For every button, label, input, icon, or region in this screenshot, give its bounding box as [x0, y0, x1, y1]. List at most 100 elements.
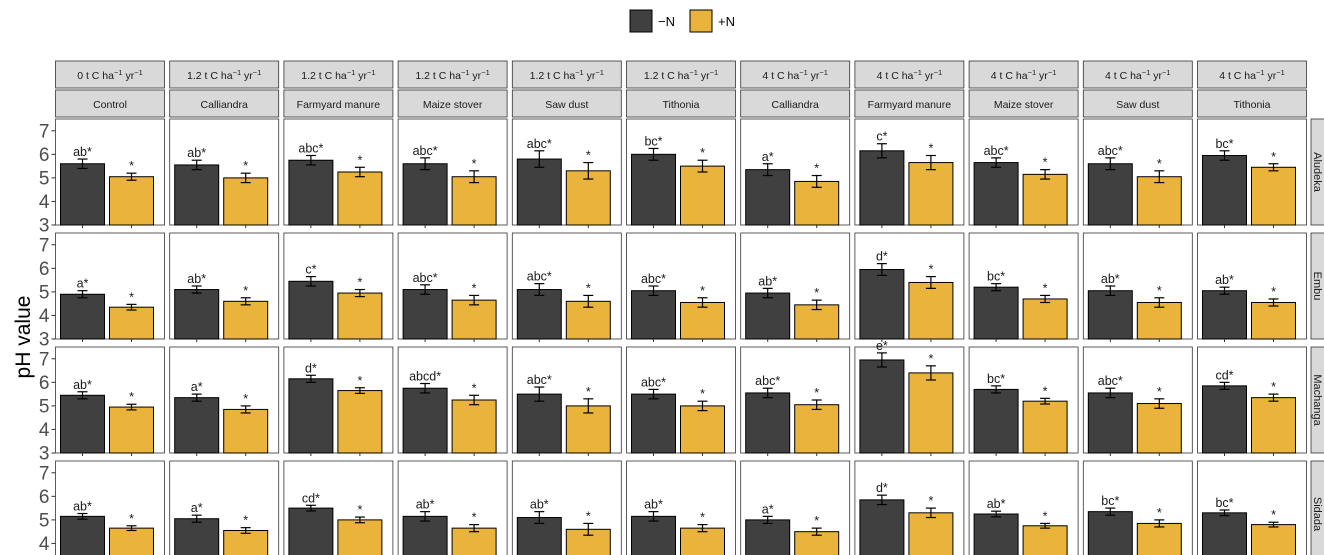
sig-star-plus-n: *: [1043, 509, 1048, 523]
sig-star-plus-n: *: [586, 149, 591, 163]
bar-plus-n: [1136, 403, 1182, 454]
bar-plus-n: [908, 512, 954, 555]
sig-star-plus-n: *: [928, 352, 933, 366]
row-strip-bg: [1310, 346, 1324, 454]
sig-star-plus-n: *: [814, 514, 819, 528]
sig-star-plus-n: *: [700, 387, 705, 401]
bar-plus-n: [109, 406, 154, 454]
sig-letter-minus-n: a*: [77, 277, 89, 291]
strip-treatment-bg: [854, 89, 965, 118]
row-strip-label: Embu: [1311, 272, 1323, 301]
sig-star-plus-n: *: [472, 511, 477, 525]
strip-treatment-bg: [1197, 89, 1307, 118]
strip-rate-bg: [1197, 60, 1307, 89]
y-tick-label: 6: [39, 259, 50, 280]
row-strip-bg: [1310, 460, 1324, 555]
bar-minus-n: [60, 163, 105, 226]
sig-letter-minus-n: abc*: [527, 270, 552, 284]
legend-swatch-minus-n: [629, 9, 653, 33]
sig-letter-minus-n: abc*: [527, 137, 552, 151]
sig-star-plus-n: *: [928, 494, 933, 508]
y-tick-label: 5: [39, 282, 50, 303]
sig-star-plus-n: *: [928, 142, 933, 156]
row-strip-label: Aludeka: [1311, 152, 1323, 193]
bar-plus-n: [223, 300, 269, 340]
sig-star-plus-n: *: [586, 281, 591, 295]
sig-letter-minus-n: cd*: [1215, 368, 1233, 382]
sig-star-plus-n: *: [814, 162, 819, 176]
bar-minus-n: [288, 159, 334, 226]
sig-star-plus-n: *: [472, 281, 477, 295]
sig-letter-minus-n: bc*: [1215, 496, 1233, 510]
sig-letter-minus-n: a*: [762, 502, 774, 516]
bar-minus-n: [174, 518, 220, 555]
strip-rate-label: 4 t C ha−1 yr−1: [762, 68, 828, 82]
sig-star-plus-n: *: [1157, 506, 1162, 520]
row-strip-label: Sidada: [1311, 497, 1323, 532]
sig-star-plus-n: *: [472, 157, 477, 171]
bar-minus-n: [631, 290, 676, 340]
strip-rate-bg: [740, 60, 851, 89]
y-tick-label: 5: [39, 510, 50, 531]
strip-treatment-label: Farmyard manure: [868, 99, 952, 111]
sig-star-plus-n: *: [928, 263, 933, 277]
bar-plus-n: [109, 527, 154, 555]
sig-letter-minus-n: abc*: [298, 142, 323, 156]
sig-letter-minus-n: a*: [762, 150, 774, 164]
bar-minus-n: [631, 153, 676, 226]
sig-star-plus-n: *: [700, 511, 705, 525]
legend-swatch-plus-n: [689, 9, 713, 33]
legend-label-plus-n: +N: [718, 14, 735, 29]
sig-letter-minus-n: abcd*: [409, 370, 441, 384]
bar-minus-n: [1087, 290, 1133, 340]
sig-star-plus-n: *: [129, 512, 134, 526]
sig-star-plus-n: *: [814, 386, 819, 400]
bar-plus-n: [794, 180, 840, 226]
bar-minus-n: [402, 163, 448, 226]
y-tick-label: 7: [39, 121, 50, 142]
bar-minus-n: [1087, 511, 1133, 555]
sig-letter-minus-n: ab*: [73, 378, 92, 392]
bar-minus-n: [60, 394, 105, 454]
bar-minus-n: [402, 515, 448, 555]
bar-plus-n: [680, 301, 725, 340]
strip-treatment-label: Saw dust: [545, 99, 588, 111]
bar-minus-n: [402, 289, 448, 340]
sig-star-plus-n: *: [1157, 157, 1162, 171]
y-tick-label: 4: [39, 534, 50, 555]
sig-letter-minus-n: d*: [876, 250, 888, 264]
strip-rate-bg: [169, 60, 280, 89]
bar-minus-n: [288, 507, 334, 555]
bar-minus-n: [60, 293, 105, 340]
bar-minus-n: [1202, 155, 1247, 226]
sig-star-plus-n: *: [129, 390, 134, 404]
bar-minus-n: [288, 378, 334, 454]
bar-minus-n: [516, 289, 562, 340]
sig-star-plus-n: *: [243, 159, 248, 173]
sig-letter-minus-n: ab*: [187, 146, 206, 160]
bar-minus-n: [631, 393, 676, 454]
bar-minus-n: [1202, 512, 1247, 555]
bar-minus-n: [1087, 163, 1133, 226]
sig-letter-minus-n: abc*: [527, 373, 552, 387]
row-strip-bg: [1310, 232, 1324, 340]
strip-treatment-bg: [397, 89, 508, 118]
y-tick-label: 3: [39, 216, 50, 237]
sig-star-plus-n: *: [1043, 384, 1048, 398]
bar-plus-n: [1251, 397, 1296, 454]
strip-rate-label: 1.2 t C ha−1 yr−1: [301, 68, 375, 82]
y-tick-label: 6: [39, 145, 50, 166]
strip-treatment-label: Calliandra: [201, 99, 248, 111]
bar-minus-n: [745, 292, 791, 340]
sig-star-plus-n: *: [1157, 284, 1162, 298]
strip-treatment-label: Maize stover: [423, 99, 483, 111]
sig-letter-minus-n: a*: [191, 501, 203, 515]
y-tick-label: 4: [39, 420, 50, 441]
sig-letter-minus-n: abc*: [984, 144, 1009, 158]
sig-star-plus-n: *: [243, 514, 248, 528]
y-tick-label: 7: [39, 349, 50, 370]
row-strip-bg: [1310, 118, 1324, 226]
sig-letter-minus-n: ab*: [987, 497, 1006, 511]
sig-star-plus-n: *: [1271, 508, 1276, 522]
sig-star-plus-n: *: [1043, 281, 1048, 295]
